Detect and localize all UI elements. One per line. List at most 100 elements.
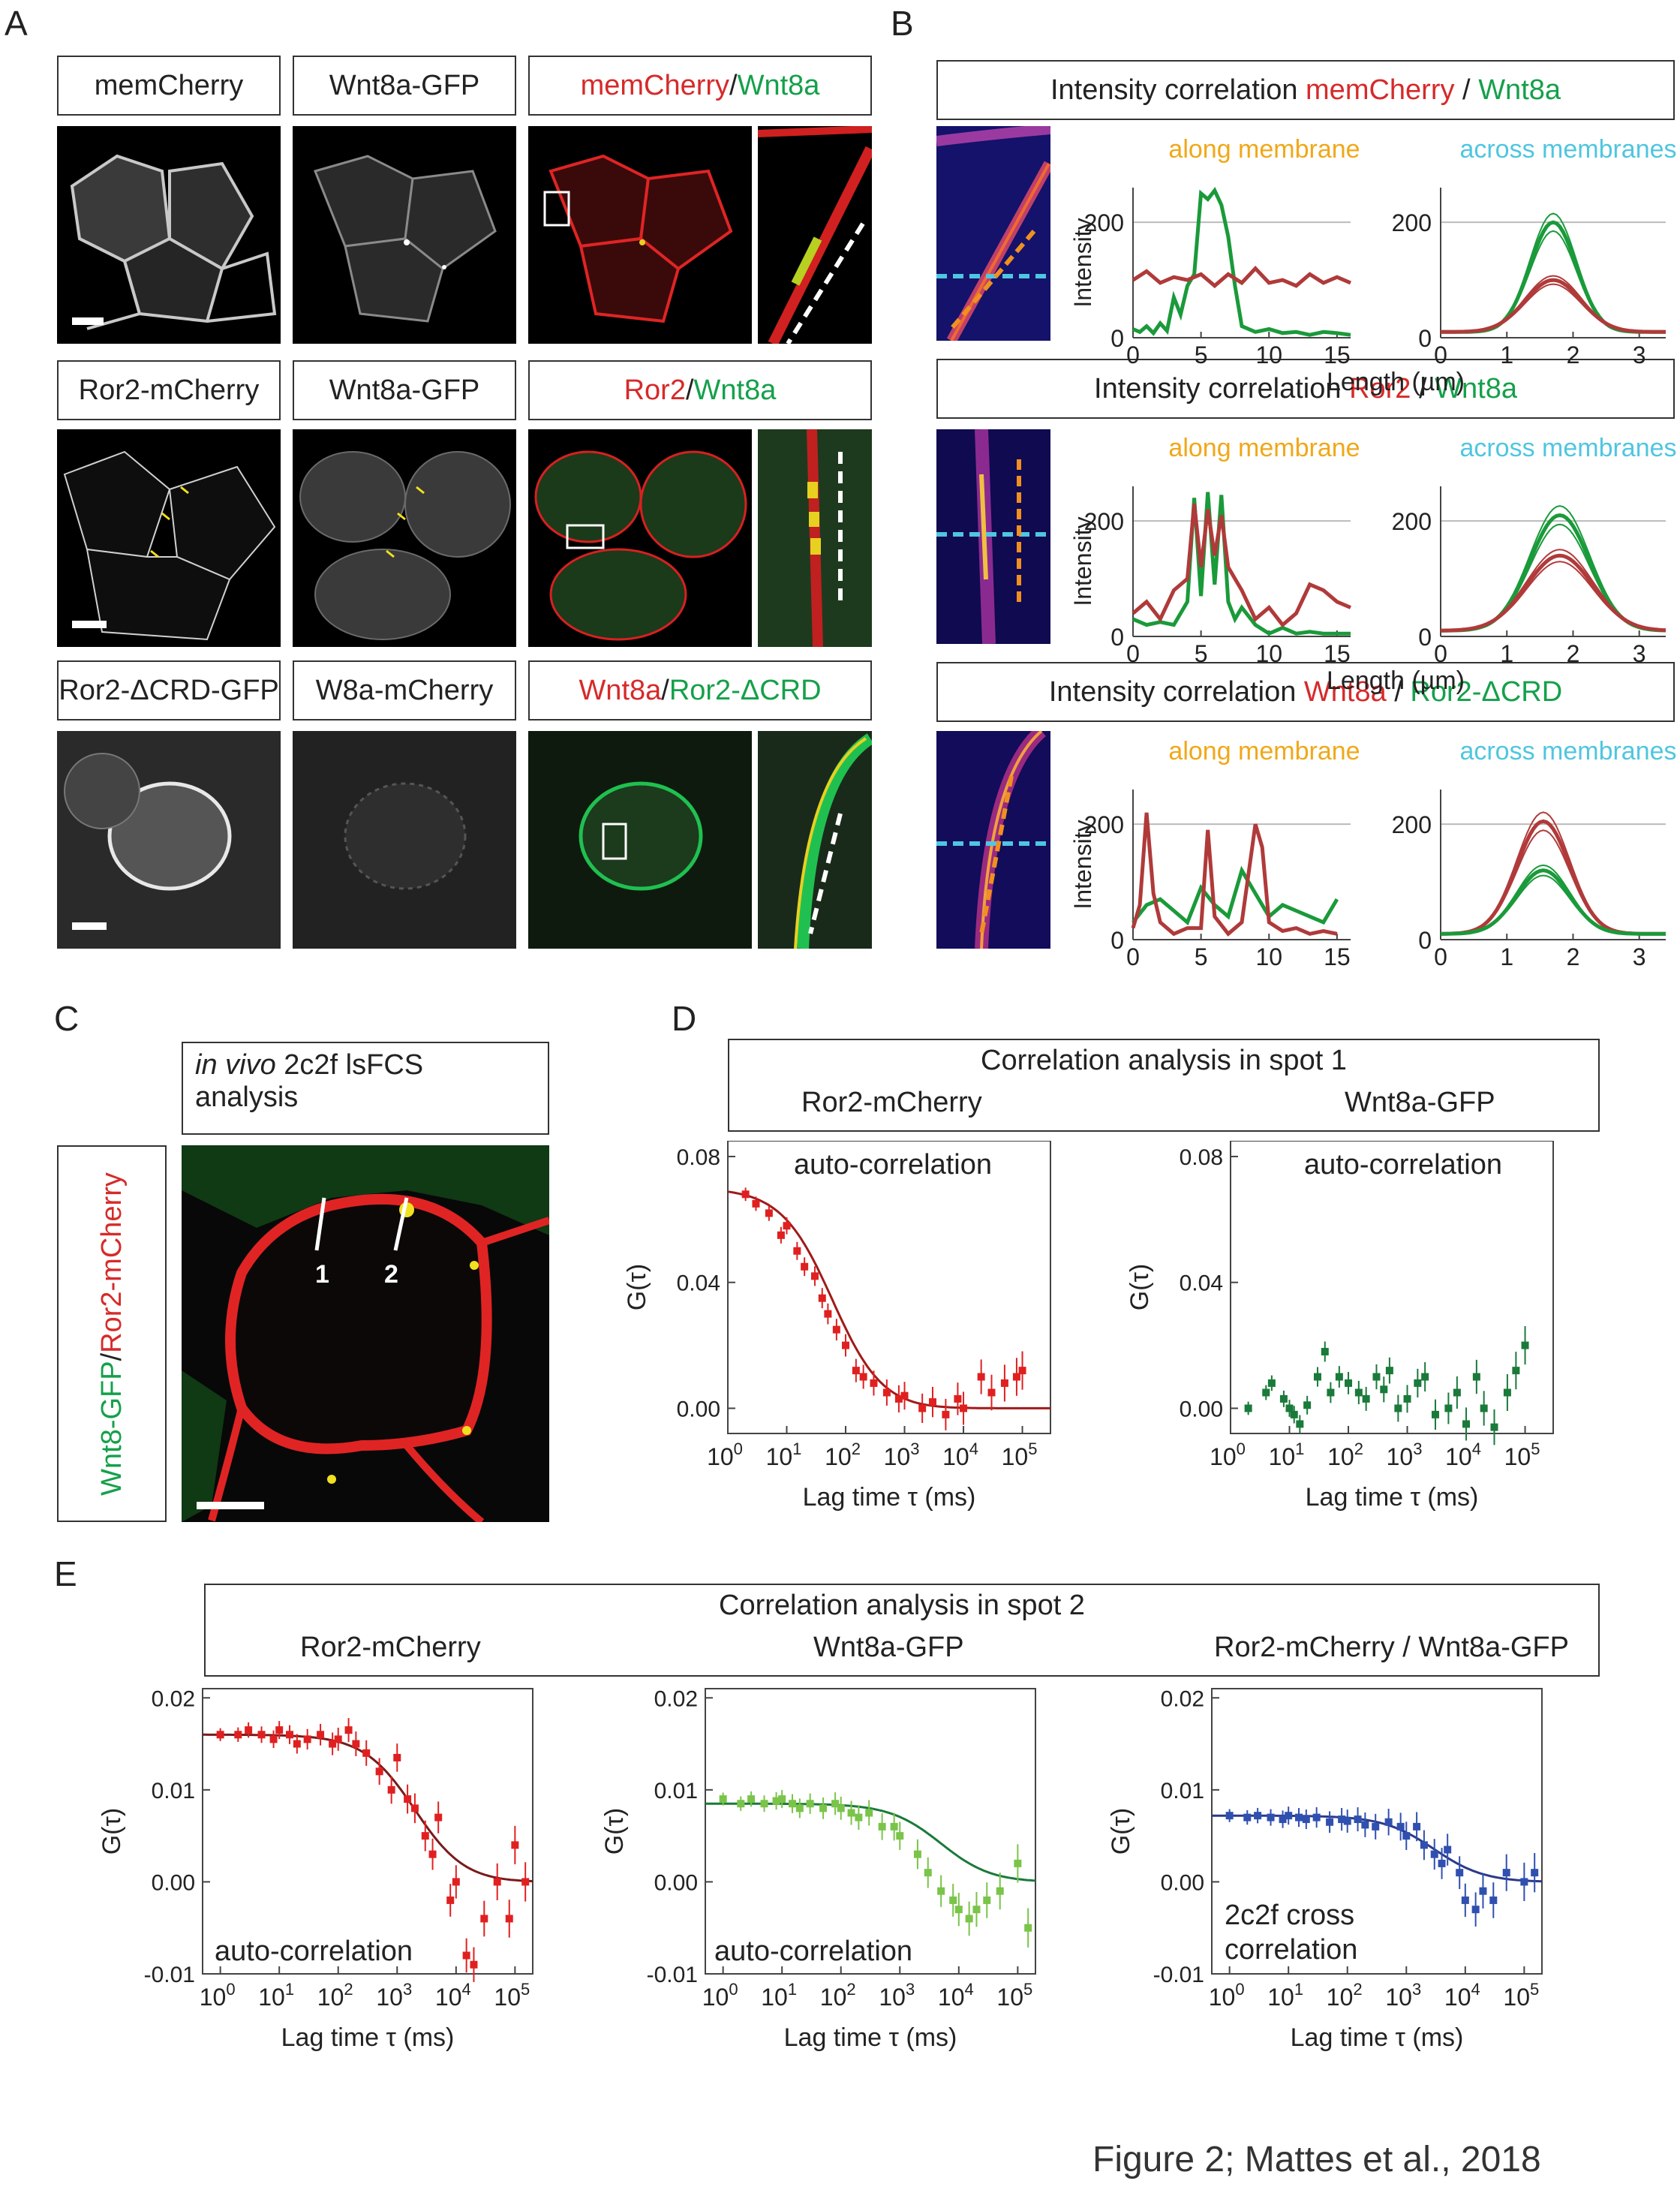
d1-frame bbox=[727, 1141, 1051, 1434]
e2-fit-curve bbox=[705, 1802, 1036, 1882]
e1-xtick-label: 103 bbox=[376, 1980, 412, 2011]
e2-point bbox=[795, 1804, 804, 1812]
b2-along-ytick-label: 200 bbox=[1084, 508, 1124, 535]
panel-letter-d: D bbox=[672, 999, 697, 1038]
e1-ytick-label: 0.02 bbox=[152, 1686, 195, 1711]
e1-point bbox=[521, 1878, 530, 1886]
d2-point bbox=[1279, 1394, 1288, 1403]
d2-point bbox=[1521, 1341, 1529, 1349]
e2-frame bbox=[705, 1688, 1036, 1975]
b-along-label-2: along membrane bbox=[1168, 434, 1360, 462]
e2-point bbox=[747, 1795, 756, 1803]
b-title-prefix-1: Intensity correlation bbox=[1050, 74, 1298, 106]
label-wnt8a-gfp-2: Wnt8a-GFP bbox=[293, 360, 516, 420]
b-title-b-3: Ror2-ΔCRD bbox=[1410, 675, 1563, 708]
d2-point bbox=[1421, 1373, 1429, 1381]
e1-point bbox=[470, 1960, 478, 1969]
e2-point bbox=[737, 1800, 745, 1808]
micrograph-merge-row1 bbox=[528, 126, 752, 344]
b2-across-xtick-label: 2 bbox=[1567, 640, 1580, 667]
b-across-label-1: across membranes bbox=[1459, 135, 1676, 164]
e2-xtick-label: 105 bbox=[996, 1980, 1032, 2011]
e2-point bbox=[954, 1906, 963, 1914]
label-merge-green-2: Wnt8a bbox=[693, 374, 777, 406]
zoom-membrane-row1 bbox=[758, 126, 872, 344]
d1-point bbox=[824, 1310, 832, 1318]
label-merge-sep: / bbox=[729, 69, 738, 101]
b1-across-series-0 bbox=[1441, 220, 1666, 334]
b2-along-xtick-label: 5 bbox=[1195, 640, 1208, 667]
b3-across-xtick-label: 2 bbox=[1567, 943, 1580, 968]
e2-point bbox=[831, 1800, 840, 1808]
d1-point bbox=[960, 1404, 968, 1412]
d2-xtick-label: 102 bbox=[1327, 1439, 1363, 1470]
e2-point bbox=[847, 1809, 855, 1817]
b-title-prefix-3: Intensity correlation bbox=[1048, 675, 1297, 708]
d2-point bbox=[1313, 1373, 1321, 1381]
micrograph-w8a-mcherry bbox=[293, 731, 516, 949]
e3-point bbox=[1396, 1822, 1405, 1831]
e1-point bbox=[293, 1740, 301, 1748]
cells-gray-row3b bbox=[293, 731, 516, 949]
b3-across-ytick-label: 0 bbox=[1418, 927, 1432, 954]
d2-point bbox=[1321, 1347, 1329, 1355]
d-col2: Wnt8a-GFP bbox=[1345, 1087, 1495, 1118]
d1-point bbox=[900, 1391, 909, 1400]
b-title-a-3: Wnt8a bbox=[1303, 675, 1387, 708]
e3-point bbox=[1302, 1815, 1310, 1824]
b2-across-series-0 bbox=[1440, 523, 1666, 632]
c-side-green: Wnt8-GFP bbox=[95, 1360, 128, 1496]
d1-point bbox=[928, 1398, 936, 1406]
cells-gray-row1 bbox=[70, 154, 277, 330]
b3-across-series-0 bbox=[1441, 829, 1666, 935]
e2-xtick-label: 102 bbox=[820, 1980, 856, 2011]
e3-point bbox=[1520, 1878, 1528, 1886]
e2-ytick-label: 0.00 bbox=[654, 1870, 698, 1895]
label-merge-row1: memCherry / Wnt8a bbox=[528, 56, 872, 116]
e1-point bbox=[245, 1726, 253, 1734]
d1-point bbox=[977, 1373, 985, 1381]
e3-xtick-label: 102 bbox=[1327, 1980, 1363, 2011]
e1-point bbox=[257, 1731, 266, 1739]
e1-point bbox=[511, 1841, 519, 1849]
d2-point bbox=[1512, 1367, 1520, 1375]
e3-point bbox=[1361, 1821, 1369, 1829]
panel-letter-e: E bbox=[54, 1554, 77, 1593]
b1-along-ylabel: Intensity bbox=[1069, 218, 1096, 307]
d2-xtick-label: 103 bbox=[1387, 1439, 1423, 1470]
e2-point bbox=[772, 1797, 780, 1805]
e1-plot-label: auto-correlation bbox=[215, 1936, 413, 1967]
b2-along-series-0 bbox=[1132, 492, 1351, 636]
b2-across-ytick-label: 200 bbox=[1392, 508, 1432, 535]
e3-point bbox=[1531, 1869, 1539, 1877]
d2-point bbox=[1480, 1404, 1488, 1412]
d2-point bbox=[1303, 1401, 1312, 1409]
e1-point bbox=[493, 1878, 501, 1886]
e-col3: Ror2-mCherry / Wnt8a-GFP bbox=[1214, 1632, 1569, 1663]
c-spot-2: 2 bbox=[384, 1260, 398, 1289]
b1-across-xtick-label: 2 bbox=[1567, 341, 1580, 369]
micrograph-c-cell: 1 2 bbox=[182, 1145, 549, 1522]
d1-point bbox=[801, 1262, 809, 1271]
e1-point bbox=[269, 1735, 278, 1743]
e1-point bbox=[446, 1896, 455, 1904]
e2-point bbox=[890, 1822, 898, 1831]
c-title-box: in vivo 2c2f lsFCS analysis bbox=[182, 1042, 549, 1135]
micrograph-merge-row3 bbox=[528, 731, 752, 949]
c-side-sep: / bbox=[95, 1352, 128, 1361]
d1-ytick-label: 0.08 bbox=[677, 1145, 720, 1170]
e3-point bbox=[1384, 1818, 1393, 1826]
b3-across-series-1 bbox=[1440, 874, 1666, 935]
label-wnt8a-gfp: Wnt8a-GFP bbox=[293, 56, 516, 116]
e3-point bbox=[1489, 1896, 1498, 1904]
e2-point bbox=[789, 1800, 797, 1808]
d1-point bbox=[870, 1379, 878, 1387]
b1-across-series-1 bbox=[1441, 278, 1666, 334]
e1-point bbox=[275, 1726, 284, 1734]
d2-xtick-label: 100 bbox=[1210, 1439, 1246, 1470]
b2-along-series-1 bbox=[1132, 503, 1351, 628]
e2-point bbox=[896, 1832, 904, 1840]
e3-ylabel: G(τ) bbox=[1107, 1808, 1135, 1855]
b1-along-xtick-label: 0 bbox=[1126, 341, 1140, 369]
b1-along-xtick-label: 5 bbox=[1195, 341, 1208, 369]
